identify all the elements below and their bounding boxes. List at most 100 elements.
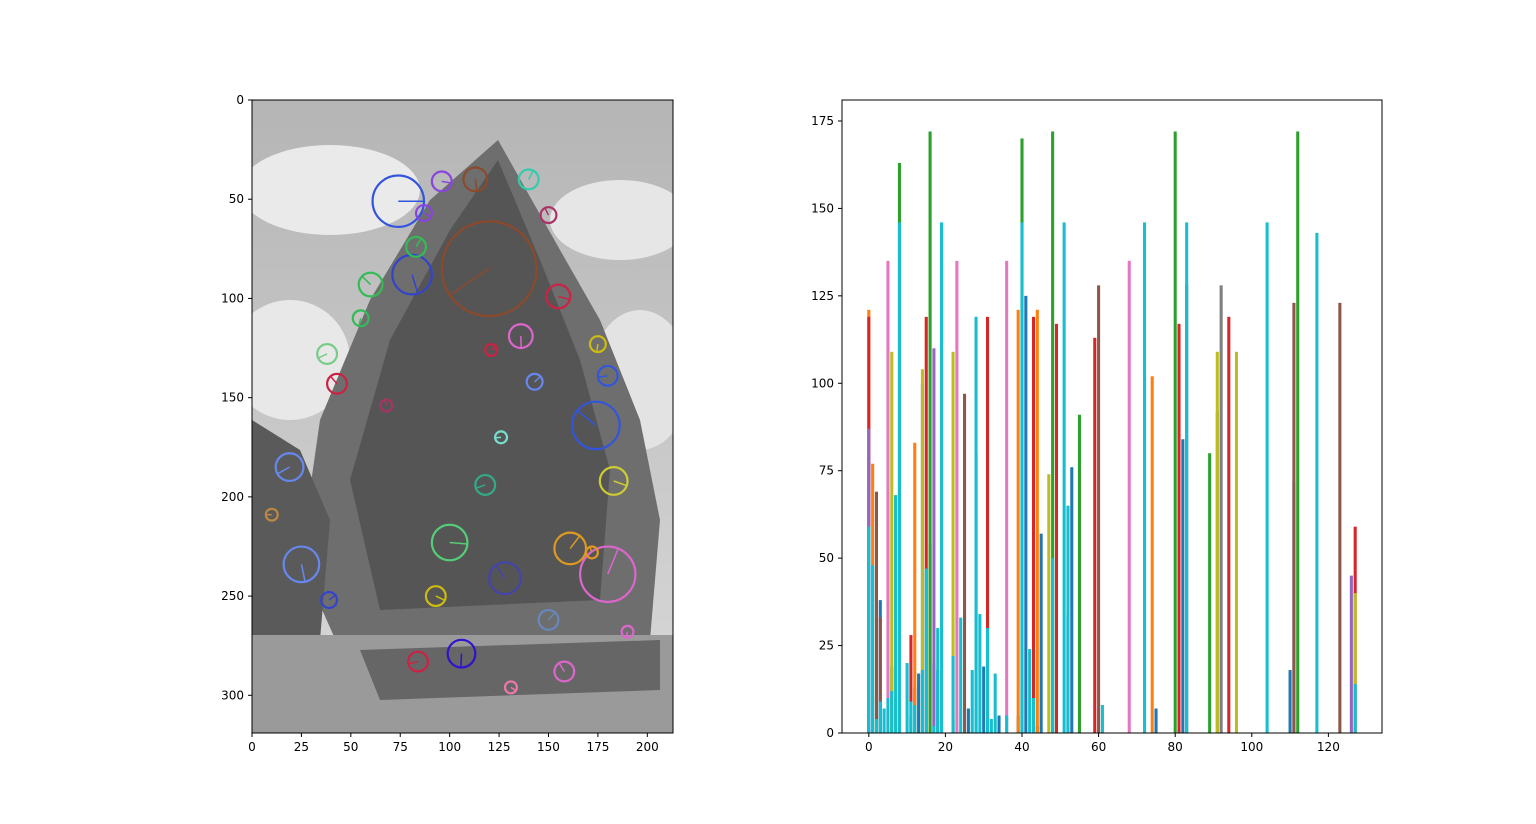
- bar: [955, 260, 959, 733]
- keypoint-orientation: [558, 662, 565, 672]
- y-tick-label: 150: [811, 201, 834, 215]
- keypoint-orientation: [415, 238, 422, 248]
- left-x-axis: 0 25 50 75 100 125 150 175 200: [248, 733, 659, 754]
- x-tick-label: 75: [393, 740, 408, 754]
- keypoint-orientation: [329, 375, 338, 385]
- bar: [1338, 302, 1342, 733]
- keypoint: [407, 650, 430, 673]
- bar: [1005, 260, 1009, 733]
- keypoint-orientation: [510, 686, 517, 692]
- bar: [920, 670, 924, 733]
- bar: [1296, 131, 1300, 733]
- right-x-axis: 0 20 40 60 80 100 120: [865, 733, 1340, 754]
- bar: [974, 316, 978, 733]
- keypoint: [446, 638, 477, 669]
- bar: [886, 698, 890, 733]
- keypoint: [414, 204, 433, 223]
- tree-shadow-on-lawn: [360, 640, 660, 700]
- bar: [924, 568, 928, 733]
- keypoint: [596, 364, 619, 387]
- keypoint: [316, 343, 339, 365]
- bar: [1028, 649, 1032, 733]
- bar: [1031, 698, 1036, 733]
- y-tick-label: 25: [819, 639, 834, 653]
- keypoint-circle: [620, 624, 635, 639]
- bar: [951, 656, 955, 733]
- keypoint: [405, 235, 428, 258]
- keypoint-circle: [539, 206, 558, 225]
- keypoint-orientation: [624, 631, 629, 638]
- keypoint-circle: [462, 166, 489, 193]
- keypoint: [494, 430, 509, 445]
- keypoint-orientation: [384, 399, 388, 406]
- keypoint: [462, 166, 489, 193]
- keypoint: [282, 545, 321, 584]
- bar: [1100, 705, 1104, 733]
- keypoint: [326, 372, 348, 395]
- keypoint-circle: [316, 343, 339, 365]
- keypoint: [320, 591, 339, 610]
- y-tick-label: 100: [811, 376, 834, 390]
- keypoint: [545, 283, 572, 310]
- bar: [970, 670, 974, 733]
- keypoint: [357, 271, 384, 298]
- bar: [894, 495, 898, 733]
- bar: [986, 316, 990, 733]
- keypoint-orientation: [408, 660, 419, 665]
- keypoint-circle: [371, 174, 426, 228]
- keypoint-orientation: [300, 564, 306, 582]
- right-y-axis: 0 25 50 75 100 125 150 175: [811, 114, 842, 740]
- bar-series: [886, 260, 1131, 733]
- keypoint-circle: [357, 271, 384, 298]
- keypoint-circle: [579, 545, 637, 604]
- keypoint-circle: [553, 531, 588, 566]
- bar: [1039, 533, 1043, 733]
- plot-area: [842, 100, 1382, 733]
- bar: [966, 708, 970, 733]
- keypoint-orientation: [534, 375, 541, 383]
- keypoint: [264, 507, 279, 522]
- keypoint: [539, 206, 558, 225]
- keypoint-circle: [274, 452, 305, 483]
- bar: [932, 726, 936, 733]
- bar: [1353, 593, 1357, 733]
- keypoint: [517, 168, 540, 191]
- keypoint-orientation: [460, 653, 463, 668]
- bar: [874, 491, 878, 733]
- keypoint-orientation: [607, 548, 619, 575]
- bar: [1150, 376, 1154, 733]
- bar: [1353, 684, 1357, 733]
- keypoint: [584, 545, 599, 560]
- keypoint-circle: [430, 170, 453, 193]
- bar: [1097, 285, 1101, 733]
- bar: [1035, 309, 1039, 733]
- bar: [1265, 222, 1269, 733]
- cloud: [252, 300, 350, 420]
- bar: [1066, 505, 1070, 733]
- bar: [1016, 309, 1020, 733]
- bar-series: [867, 222, 1357, 734]
- y-tick-label: 50: [229, 192, 244, 206]
- keypoint-orientation: [490, 346, 497, 351]
- keypoint: [484, 342, 499, 358]
- keypoint-circle: [584, 545, 599, 560]
- keypoint-orientation: [449, 541, 468, 545]
- bar: [1005, 715, 1009, 733]
- y-tick-label: 250: [221, 589, 244, 603]
- bar: [932, 348, 936, 733]
- keypoint-circle: [588, 335, 607, 354]
- keypoint: [488, 561, 522, 596]
- bar: [878, 701, 882, 733]
- bar: [1288, 670, 1292, 733]
- bar: [1031, 316, 1036, 733]
- keypoint: [571, 400, 621, 451]
- bar: [890, 351, 894, 733]
- keypoint-orientation: [449, 268, 490, 296]
- keypoint-circle: [537, 608, 560, 631]
- keypoint-circle: [405, 235, 428, 258]
- keypoint-orientation: [441, 180, 452, 184]
- keypoint: [525, 372, 544, 391]
- x-tick-label: 0: [248, 740, 256, 754]
- bar: [1077, 414, 1081, 733]
- bar: [1051, 131, 1055, 733]
